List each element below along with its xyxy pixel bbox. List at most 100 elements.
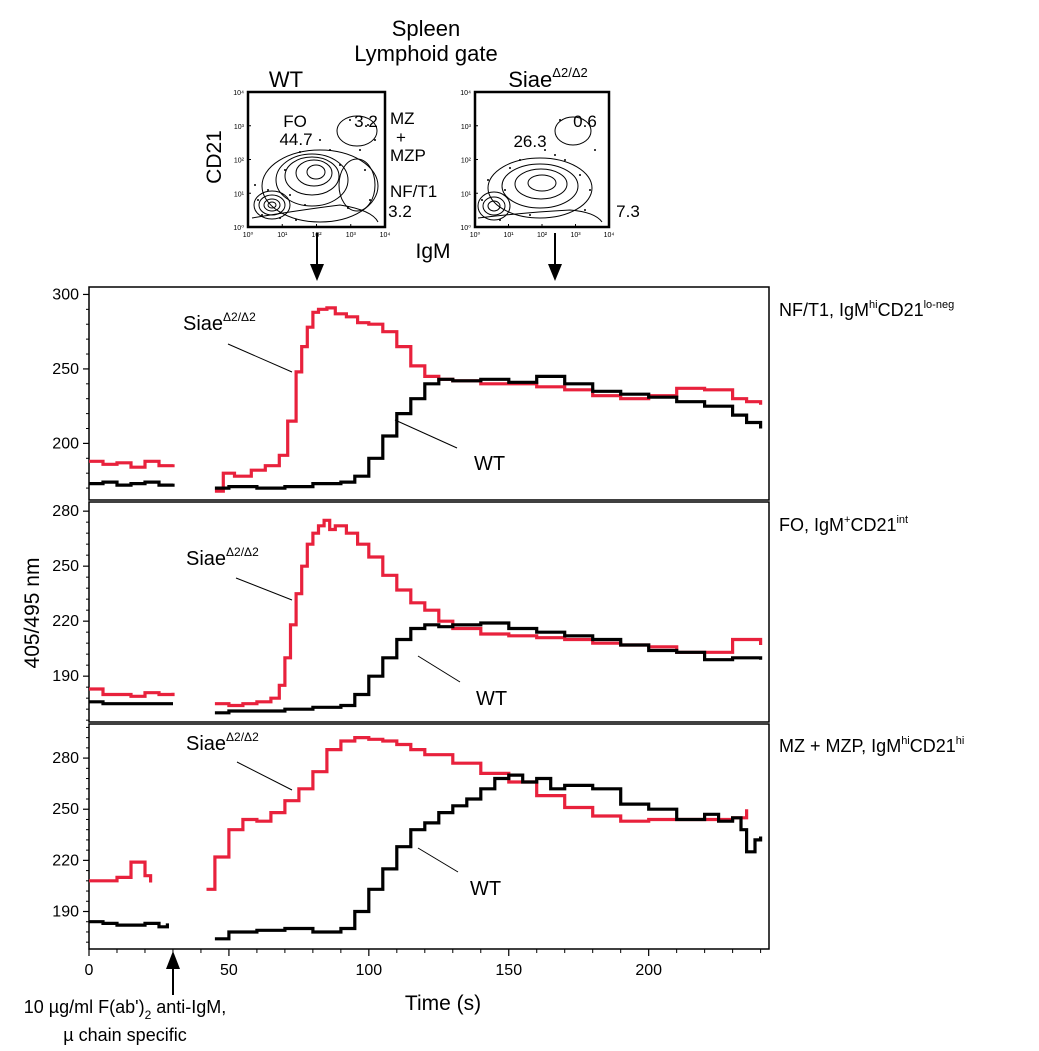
trace-panel-2: 190 220 250 280 SiaeΔ2/Δ2 WT FO, IgM+CD21int: [52, 501, 908, 723]
facs-ytick-label: 10¹: [234, 191, 245, 198]
facs-gate-label-mz: MZ: [390, 109, 415, 128]
facs-siae-mz-value: 0.6: [573, 112, 597, 131]
series-label-siae-sup: Δ2/Δ2: [226, 730, 259, 744]
facs-arrow-siae: [548, 233, 562, 281]
series-label-siae: SiaeΔ2/Δ2: [186, 730, 259, 755]
y-tick-label: 250: [52, 801, 79, 818]
traces-ylabel: 405/495 nm: [21, 558, 44, 669]
facs-wt-fo-value: 44.7: [279, 130, 312, 149]
facs-gate-label-mzp: MZP: [390, 146, 426, 165]
facs-wt-fo-label: FO: [283, 112, 307, 131]
facs-xtick-label: 10⁴: [604, 232, 615, 239]
panel-title: NF/T1, IgMhiCD21lo-neg: [779, 299, 954, 320]
y-tick-label: 250: [52, 558, 79, 575]
facs-wt-mz-value: 3.2: [354, 112, 378, 131]
facs-gate-label-nf: NF/T1: [390, 182, 437, 201]
header-title-line2: Lymphoid gate: [354, 41, 498, 66]
traces-xlabel: Time (s): [405, 992, 481, 1015]
x-tick-label: 0: [85, 962, 94, 979]
stimulus-text-a: 10 µg/ml F(ab'): [24, 997, 145, 1017]
facs-xtick-label: 10²: [537, 232, 548, 239]
leader-line-siae: [236, 761, 293, 791]
y-tick-label: 190: [52, 668, 79, 685]
y-tick-label: 250: [52, 361, 79, 378]
y-tick-label: 280: [52, 503, 79, 520]
facs-gate-label-plus: +: [396, 128, 406, 147]
facs-wt-title: WT: [269, 67, 303, 92]
series-line-wt: [89, 374, 763, 490]
stimulus-text-b: anti-IgM,: [151, 997, 226, 1017]
facs-siae-ytick-labels: 10⁰ 10¹ 10² 10³ 10⁴: [460, 90, 478, 232]
facs-siae-xtick-labels: 10⁰ 10¹ 10² 10³ 10⁴: [470, 224, 615, 239]
panel-title-sup: hi: [869, 299, 878, 311]
facs-siae-title: SiaeΔ2/Δ2: [508, 65, 588, 92]
facs-xtick-label: 10¹: [503, 232, 514, 239]
y-tick-label: 300: [52, 286, 79, 303]
x-tick-label: 50: [220, 962, 238, 979]
panel-title-part: MZ + MZP, IgM: [779, 736, 901, 756]
facs-xtick-label: 10³: [346, 232, 357, 239]
panel-title-part: CD21: [878, 300, 924, 320]
series-label-siae-main: Siae: [183, 313, 223, 335]
series-label-siae-main: Siae: [186, 548, 226, 570]
facs-xtick-label: 10⁰: [470, 231, 481, 239]
facs-ytick-label: 10⁰: [233, 224, 244, 232]
facs-ytick-label: 10⁴: [460, 90, 471, 97]
series-label-siae-sup: Δ2/Δ2: [226, 545, 259, 559]
series-label-siae-sup: Δ2/Δ2: [223, 310, 256, 324]
facs-xlabel: IgM: [415, 240, 450, 263]
series-label-siae: SiaeΔ2/Δ2: [186, 545, 259, 570]
panel-title-sup: int: [896, 514, 908, 526]
y-tick-label: 200: [52, 435, 79, 452]
panel-title-sup: lo-neg: [924, 299, 955, 311]
facs-ytick-label: 10³: [234, 124, 245, 131]
facs-ytick-label: 10⁴: [233, 90, 244, 97]
facs-wt-contours: [251, 115, 379, 223]
leader-line-siae: [227, 343, 293, 373]
stimulus-label-line1: 10 µg/ml F(ab')2 anti-IgM,: [24, 997, 227, 1022]
facs-wt-panel: WT FO 44.7 3.2 3.2 MZ + MZP NF/T1 10⁰ 10¹…: [233, 67, 437, 239]
series-line-siae: [89, 736, 749, 891]
x-tick-label: 100: [355, 962, 382, 979]
series-label-wt: WT: [476, 688, 507, 710]
trace-panel-1: 200 250 300 SiaeΔ2/Δ2 WT NF/T1, IgMhiCD21lo-n…: [52, 286, 954, 501]
facs-xtick-label: 10¹: [277, 232, 288, 239]
facs-ytick-label: 10²: [461, 158, 472, 165]
y-tick-label: 220: [52, 852, 79, 869]
plot-frame: [88, 501, 770, 723]
facs-ytick-label: 10²: [234, 158, 245, 165]
plot-frame: [88, 723, 770, 950]
panel-title-sup: +: [844, 514, 850, 526]
panel-title: FO, IgM+CD21int: [779, 514, 908, 535]
facs-siae-contours: [477, 116, 603, 223]
series-label-wt: WT: [474, 453, 505, 475]
panel-title-part: CD21: [850, 515, 896, 535]
series-line-wt: [89, 773, 763, 941]
trace-panel-3: 190 220 250 280 0 50 100 150 200 SiaeΔ2/Δ2 WT MZ + …: [52, 723, 964, 979]
plot-frame: [88, 286, 770, 501]
leader-line-wt: [417, 655, 461, 683]
series-label-wt: WT: [470, 878, 501, 900]
leader-line-siae: [235, 577, 293, 601]
facs-ytick-label: 10¹: [461, 191, 472, 198]
leader-line-wt: [394, 419, 458, 449]
y-tick-label: 190: [52, 904, 79, 921]
series-line-siae: [89, 518, 763, 708]
series-line-wt: [89, 621, 763, 715]
facs-ytick-label: 10³: [461, 124, 472, 131]
panel-title-sup: hi: [901, 735, 910, 747]
panel-title: MZ + MZP, IgMhiCD21hi: [779, 735, 964, 756]
panel-title-part: NF/T1, IgM: [779, 300, 869, 320]
panel-title-sup: hi: [956, 735, 965, 747]
facs-xtick-label: 10⁴: [380, 232, 391, 239]
facs-wt-nf-value: 3.2: [388, 202, 412, 221]
header-title-line1: Spleen: [392, 16, 461, 41]
x-tick-label: 200: [635, 962, 662, 979]
facs-xtick-label: 10³: [570, 232, 581, 239]
facs-siae-fo-value: 26.3: [513, 132, 546, 151]
facs-wt-dots: [254, 119, 376, 221]
stimulus-arrow: [166, 951, 180, 995]
facs-wt-ytick-labels: 10⁰ 10¹ 10² 10³ 10⁴: [233, 90, 251, 232]
